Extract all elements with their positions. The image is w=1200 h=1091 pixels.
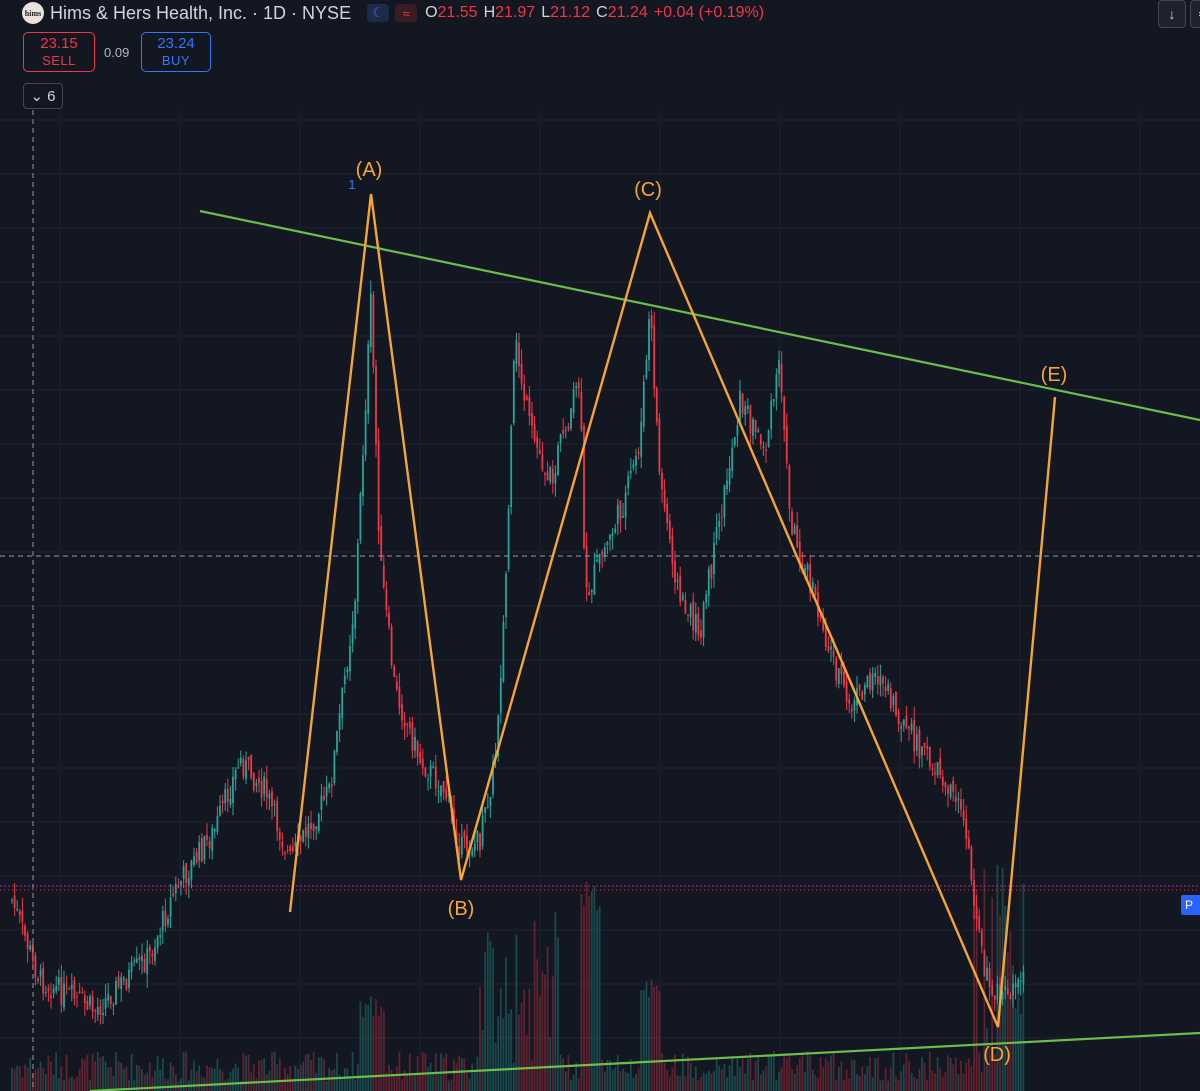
chevron-down-icon: ⌄ [30,88,44,105]
lower-trendline[interactable] [89,1031,1200,1091]
low-key: L [541,4,551,21]
symbol-title[interactable]: Hims & Hers Health, Inc. · 1D · NYSE [50,2,352,23]
marker-label: 1 [348,177,355,192]
spread-value: 0.09 [104,45,130,60]
close-key: C [596,4,608,21]
low-value: 21.12 [550,4,591,21]
indicators-toggle-button[interactable]: ⌄ 6 [23,83,63,109]
change-value: +0.04 (+0.19%) [653,4,765,21]
wave-label-b: (B) [448,898,475,920]
buy-button[interactable]: 23.24 BUY [141,32,211,72]
indicators-count: 6 [47,87,56,105]
wave-label-a: (A) [356,159,383,181]
sell-button[interactable]: 23.15 SELL [23,32,95,72]
settings-icon[interactable]: ⚙ [1190,0,1200,28]
close-value: 21.24 [607,4,648,21]
open-key: O [425,4,438,21]
high-value: 21.97 [495,4,536,21]
hims-logo: hims [22,2,44,24]
buy-label: BUY [161,53,191,68]
chart-grid [0,110,1200,1091]
wave-path[interactable] [288,193,1057,1028]
arrow-down-icon[interactable]: ↓ [1158,0,1186,28]
sell-price: 23.15 [40,35,78,52]
open-value: 21.55 [437,4,478,21]
candlestick-series [11,280,1025,1025]
symbol-header: hims Hims & Hers Health, Inc. · 1D · NYS… [22,0,764,26]
high-key: H [483,4,496,21]
sell-label: SELL [42,53,76,68]
volume-bars [11,865,1025,1091]
price-axis-tag[interactable]: P [1181,895,1200,915]
ohlc-values: O21.55 H21.97 L21.12 C21.24 +0.04 (+0.19… [425,4,764,22]
wave-label-e: (E) [1041,364,1068,386]
upper-trendline[interactable] [199,209,1200,422]
buy-price: 23.24 [157,35,195,52]
approx-wave-icon[interactable]: ≈ [395,4,418,22]
wave-label-d: (D) [983,1044,1011,1066]
wave-label-c: (C) [634,179,662,201]
moon-icon[interactable]: ☾ [367,4,390,22]
